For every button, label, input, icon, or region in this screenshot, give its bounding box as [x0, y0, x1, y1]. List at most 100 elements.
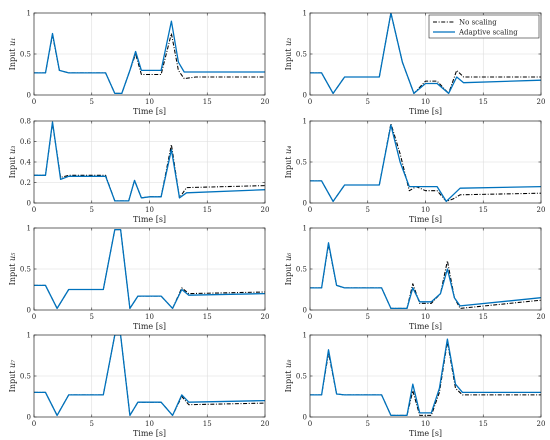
chart-panel-6: 0 5 10 15 20 0 0.5 1 Time [s] Input u₆: [284, 225, 545, 332]
series-line-adaptive-scaling: [310, 124, 541, 203]
y-axis-label-variable: u₅: [8, 252, 17, 261]
y-axis-label-variable: u₆: [284, 252, 293, 261]
chart-panel-5: 0 5 10 15 20 0 0.5 1 Time [s] Input u₅: [8, 225, 269, 332]
x-tick-label: 5: [90, 98, 94, 106]
series-line-adaptive-scaling: [34, 228, 265, 310]
legend-box: [428, 14, 540, 39]
y-axis-label-variable: u₈: [284, 359, 293, 368]
x-tick-label: 5: [366, 420, 370, 428]
y-axis-label: Input u₇: [8, 359, 17, 392]
x-tick-label: 15: [479, 206, 488, 214]
legend: No scaling Adaptive scaling: [428, 14, 540, 39]
y-tick-label: 0: [27, 414, 31, 422]
x-axis-label: Time [s]: [409, 215, 442, 224]
x-tick-label: 10: [421, 206, 430, 214]
x-tick-label: 10: [421, 313, 430, 321]
x-tick-label: 20: [261, 420, 270, 428]
y-tick-label: 0.5: [296, 159, 307, 167]
y-tick-label: 1: [303, 10, 307, 18]
x-axis-label: Time [s]: [133, 107, 166, 116]
x-tick-label: 0: [32, 98, 36, 106]
x-tick-label: 5: [90, 313, 94, 321]
legend-label: Adaptive scaling: [458, 29, 518, 37]
x-tick-label: 10: [145, 313, 154, 321]
y-axis-label-variable: u₂: [284, 38, 293, 46]
x-axis-label: Time [s]: [133, 322, 166, 331]
x-tick-label: 15: [203, 98, 212, 106]
x-axis-label: Time [s]: [409, 429, 442, 438]
y-tick-label: 0: [303, 92, 307, 100]
x-axis-label: Time [s]: [133, 429, 166, 438]
x-tick-label: 20: [261, 98, 270, 106]
y-tick-label: 0.8: [20, 118, 31, 126]
chart-panel-7: 0 5 10 15 20 0 0.5 1 Time [s] Input u₇: [8, 332, 269, 439]
x-tick-label: 5: [366, 313, 370, 321]
x-axis-label: Time [s]: [409, 322, 442, 331]
series-line-adaptive-scaling: [34, 20, 265, 95]
y-axis-label-variable: u₃: [8, 146, 17, 154]
y-tick-label: 0: [303, 200, 307, 208]
x-tick-label: 0: [308, 206, 312, 214]
chart-panel-8: 0 5 10 15 20 0 0.5 1 Time [s] Input u₈: [284, 332, 545, 439]
y-axis-label: Input u₅: [8, 252, 17, 285]
x-tick-label: 20: [537, 313, 546, 321]
y-tick-label: 0: [303, 307, 307, 315]
x-tick-label: 20: [537, 206, 546, 214]
x-tick-label: 15: [203, 313, 212, 321]
y-tick-label: 0.2: [20, 179, 31, 187]
x-tick-label: 15: [203, 206, 212, 214]
chart-panel-4: 0 5 10 15 20 0 0.5 1 Time [s] Input u₄: [284, 118, 545, 225]
x-tick-label: 15: [479, 313, 488, 321]
x-tick-label: 15: [203, 420, 212, 428]
y-axis-label-variable: u₁: [8, 38, 17, 46]
y-tick-label: 1: [303, 118, 307, 126]
series-line-adaptive-scaling: [310, 13, 541, 95]
y-tick-label: 0: [27, 307, 31, 315]
x-tick-label: 0: [308, 313, 312, 321]
x-tick-label: 10: [145, 420, 154, 428]
y-tick-label: 0.5: [296, 266, 307, 274]
x-tick-label: 15: [479, 98, 488, 106]
y-tick-label: 0: [303, 414, 307, 422]
series-line-adaptive-scaling: [310, 338, 541, 417]
x-tick-label: 5: [90, 206, 94, 214]
x-tick-label: 0: [308, 98, 312, 106]
y-axis-label: Input u₈: [284, 359, 293, 392]
y-axis-label: Input u₂: [284, 38, 293, 71]
y-tick-label: 0.4: [20, 159, 32, 167]
series-line-adaptive-scaling: [34, 335, 265, 417]
y-tick-label: 0: [27, 92, 31, 100]
y-tick-label: 1: [27, 225, 31, 233]
x-tick-label: 0: [32, 206, 36, 214]
y-tick-label: 1: [303, 332, 307, 340]
x-tick-label: 10: [421, 98, 430, 106]
y-tick-label: 0.5: [20, 51, 31, 59]
x-tick-label: 20: [261, 313, 270, 321]
x-tick-label: 0: [32, 420, 36, 428]
y-axis-label-variable: u₇: [8, 359, 17, 368]
y-tick-label: 1: [27, 332, 31, 340]
series-line-adaptive-scaling: [310, 242, 541, 310]
legend-label: No scaling: [459, 19, 497, 27]
chart-panel-3: 0 5 10 15 20 0 0.2 0.4 0.6 0.8 Time [s] Input u₃: [8, 118, 269, 225]
y-tick-label: 0.5: [20, 373, 31, 381]
y-tick-label: 0.5: [20, 266, 31, 274]
y-axis-label: Input u₆: [284, 252, 293, 285]
x-axis-label: Time [s]: [409, 107, 442, 116]
chart-panel-1: 0 5 10 15 20 0 0.5 1 Time [s] Input u₁: [8, 10, 269, 117]
y-axis-label: Input u₁: [8, 38, 17, 71]
y-axis-label-variable: u₄: [284, 146, 293, 154]
x-tick-label: 0: [32, 313, 36, 321]
x-tick-label: 20: [261, 206, 270, 214]
y-tick-label: 0.5: [296, 373, 307, 381]
x-tick-label: 20: [537, 98, 546, 106]
x-tick-label: 15: [479, 420, 488, 428]
x-tick-label: 5: [366, 206, 370, 214]
y-axis-label: Input u₃: [8, 146, 17, 179]
y-tick-label: 0: [27, 200, 31, 208]
x-tick-label: 10: [421, 420, 430, 428]
x-tick-label: 10: [145, 206, 154, 214]
x-tick-label: 20: [537, 420, 546, 428]
x-axis-label: Time [s]: [133, 215, 166, 224]
